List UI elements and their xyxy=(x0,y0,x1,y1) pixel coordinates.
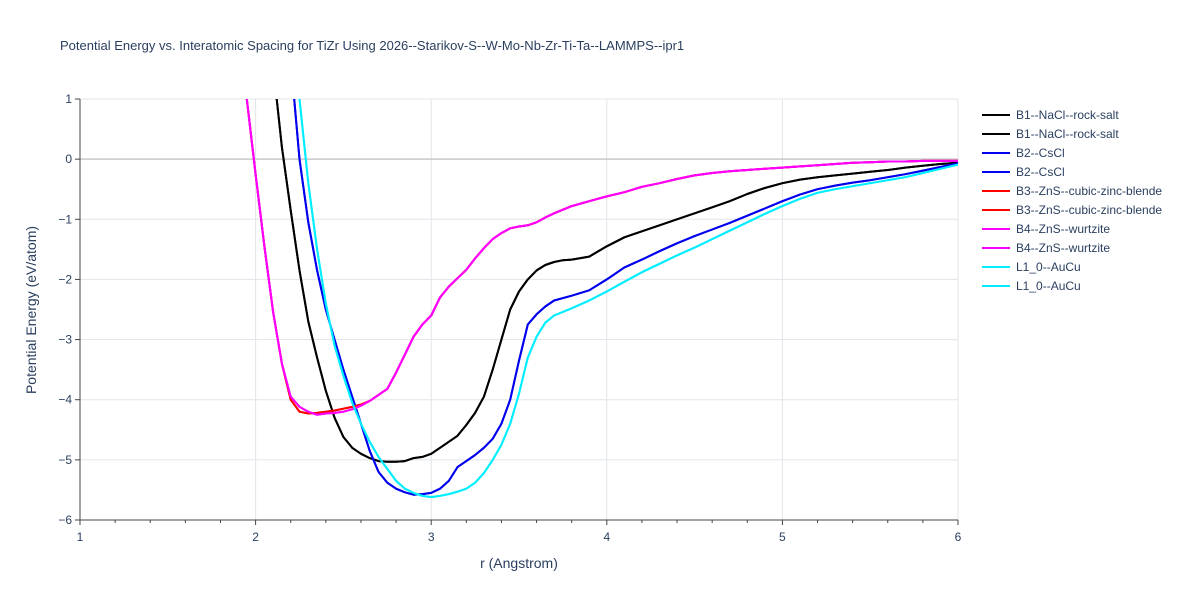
x-tick-label: 6 xyxy=(955,530,962,544)
chart-title: Potential Energy vs. Interatomic Spacing… xyxy=(60,38,684,53)
potential-energy-chart: Potential Energy vs. Interatomic Spacing… xyxy=(0,0,1200,600)
chart-background xyxy=(0,0,1200,600)
legend-label: B3--ZnS--cubic-zinc-blende xyxy=(1016,203,1162,217)
x-tick-label: 2 xyxy=(252,530,259,544)
legend-label: L1_0--AuCu xyxy=(1016,279,1081,293)
legend-label: B2--CsCl xyxy=(1016,146,1065,160)
legend-label: B4--ZnS--wurtzite xyxy=(1016,222,1110,236)
x-axis-title: r (Angstrom) xyxy=(480,555,558,571)
x-tick-label: 3 xyxy=(428,530,435,544)
y-axis-title: Potential Energy (eV/atom) xyxy=(23,226,39,394)
y-tick-label: −1 xyxy=(58,212,72,226)
x-tick-label: 4 xyxy=(603,530,610,544)
y-tick-label: 0 xyxy=(65,152,72,166)
y-tick-label: −6 xyxy=(58,513,72,527)
y-tick-label: −2 xyxy=(58,272,72,286)
legend-label: B3--ZnS--cubic-zinc-blende xyxy=(1016,184,1162,198)
legend-label: B1--NaCl--rock-salt xyxy=(1016,108,1119,122)
y-tick-label: −4 xyxy=(58,393,72,407)
legend-label: B2--CsCl xyxy=(1016,165,1065,179)
y-tick-label: −3 xyxy=(58,333,72,347)
y-tick-label: −5 xyxy=(58,453,72,467)
x-tick-label: 5 xyxy=(779,530,786,544)
legend-label: B1--NaCl--rock-salt xyxy=(1016,127,1119,141)
x-tick-label: 1 xyxy=(77,530,84,544)
legend-label: B4--ZnS--wurtzite xyxy=(1016,241,1110,255)
y-tick-label: 1 xyxy=(65,92,72,106)
legend-label: L1_0--AuCu xyxy=(1016,260,1081,274)
